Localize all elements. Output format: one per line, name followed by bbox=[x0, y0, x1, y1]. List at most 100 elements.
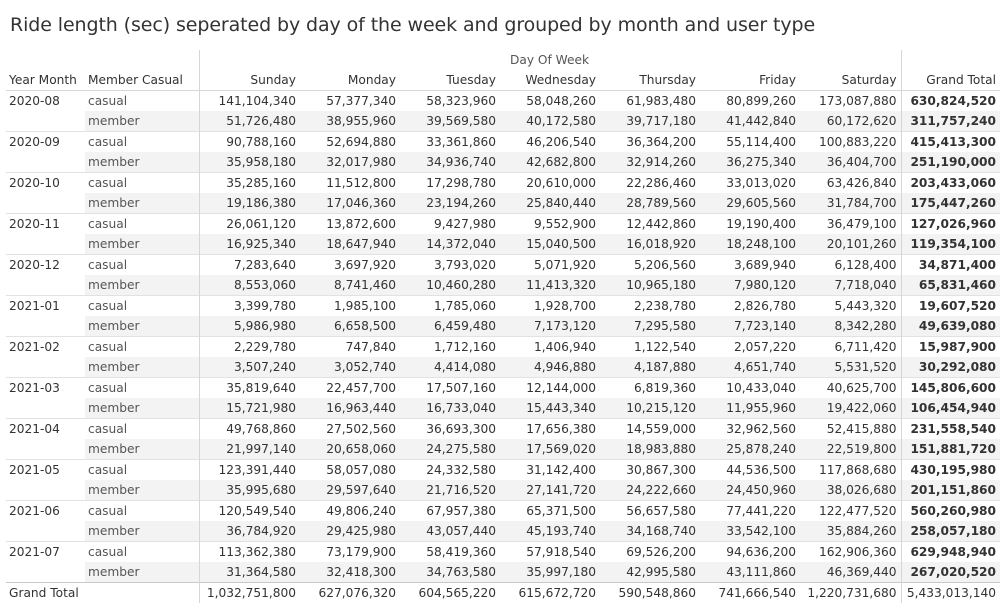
year-month-label bbox=[6, 562, 85, 583]
value-cell: 65,371,500 bbox=[500, 501, 600, 522]
member-type-label: member bbox=[85, 398, 199, 419]
value-cell: 4,414,080 bbox=[400, 357, 500, 378]
row-total-cell: 49,639,080 bbox=[901, 316, 1000, 337]
member-type-label: member bbox=[85, 521, 199, 542]
value-cell: 73,179,900 bbox=[300, 542, 400, 563]
column-header: Saturday bbox=[800, 70, 901, 91]
row-total-cell: 65,831,460 bbox=[901, 275, 1000, 296]
value-cell: 57,377,340 bbox=[300, 91, 400, 112]
value-cell: 1,712,160 bbox=[400, 337, 500, 358]
value-cell: 35,285,160 bbox=[199, 173, 300, 194]
member-type-label: casual bbox=[85, 419, 199, 440]
value-cell: 35,884,260 bbox=[800, 521, 901, 542]
value-cell: 5,443,320 bbox=[800, 296, 901, 317]
member-type-label: member bbox=[85, 562, 199, 583]
value-cell: 61,983,480 bbox=[600, 91, 700, 112]
grand-total-label: Grand Total bbox=[6, 583, 199, 603]
value-cell: 6,711,420 bbox=[800, 337, 901, 358]
value-cell: 34,168,740 bbox=[600, 521, 700, 542]
member-type-label: member bbox=[85, 193, 199, 214]
value-cell: 45,193,740 bbox=[500, 521, 600, 542]
value-cell: 31,784,700 bbox=[800, 193, 901, 214]
value-cell: 42,682,800 bbox=[500, 152, 600, 173]
year-month-label: 2020-12 bbox=[6, 255, 85, 276]
value-cell: 5,531,520 bbox=[800, 357, 901, 378]
row-total-cell: 201,151,860 bbox=[901, 480, 1000, 501]
value-cell: 1,985,100 bbox=[300, 296, 400, 317]
value-cell: 36,275,340 bbox=[700, 152, 800, 173]
value-cell: 23,194,260 bbox=[400, 193, 500, 214]
value-cell: 49,768,860 bbox=[199, 419, 300, 440]
value-cell: 14,559,000 bbox=[600, 419, 700, 440]
chart-title: Ride length (sec) seperated by day of th… bbox=[10, 14, 815, 36]
member-type-label: casual bbox=[85, 173, 199, 194]
value-cell: 32,017,980 bbox=[300, 152, 400, 173]
value-cell: 58,048,260 bbox=[500, 91, 600, 112]
value-cell: 7,980,120 bbox=[700, 275, 800, 296]
crosstab: Day Of Week Year Month Member Casual Sun… bbox=[6, 50, 1000, 603]
value-cell: 15,443,340 bbox=[500, 398, 600, 419]
corner-blank bbox=[901, 50, 1000, 70]
year-month-label: 2021-04 bbox=[6, 419, 85, 440]
grand-total-cell: 741,666,540 bbox=[700, 583, 800, 603]
member-type-label: member bbox=[85, 152, 199, 173]
grand-total-cell: 615,672,720 bbox=[500, 583, 600, 603]
value-cell: 10,433,040 bbox=[700, 378, 800, 399]
year-month-label bbox=[6, 316, 85, 337]
value-cell: 5,071,920 bbox=[500, 255, 600, 276]
value-cell: 36,404,700 bbox=[800, 152, 901, 173]
year-month-label bbox=[6, 193, 85, 214]
column-header: Tuesday bbox=[400, 70, 500, 91]
value-cell: 44,536,500 bbox=[700, 460, 800, 481]
value-cell: 24,450,960 bbox=[700, 480, 800, 501]
year-month-label: 2021-03 bbox=[6, 378, 85, 399]
grand-total-cell: 1,220,731,680 bbox=[800, 583, 901, 603]
value-cell: 10,965,180 bbox=[600, 275, 700, 296]
value-cell: 10,215,120 bbox=[600, 398, 700, 419]
year-month-label: 2021-07 bbox=[6, 542, 85, 563]
crosstab-table: Day Of Week Year Month Member Casual Sun… bbox=[6, 50, 1000, 603]
value-cell: 11,955,960 bbox=[700, 398, 800, 419]
row-header-member-casual: Member Casual bbox=[85, 70, 199, 91]
value-cell: 52,415,880 bbox=[800, 419, 901, 440]
value-cell: 8,342,280 bbox=[800, 316, 901, 337]
value-cell: 15,040,500 bbox=[500, 234, 600, 255]
value-cell: 24,222,660 bbox=[600, 480, 700, 501]
year-month-label: 2020-10 bbox=[6, 173, 85, 194]
row-total-cell: 34,871,400 bbox=[901, 255, 1000, 276]
value-cell: 2,229,780 bbox=[199, 337, 300, 358]
value-cell: 173,087,880 bbox=[800, 91, 901, 112]
value-cell: 3,507,240 bbox=[199, 357, 300, 378]
year-month-label: 2021-01 bbox=[6, 296, 85, 317]
value-cell: 15,721,980 bbox=[199, 398, 300, 419]
row-total-cell: 30,292,080 bbox=[901, 357, 1000, 378]
value-cell: 18,983,880 bbox=[600, 439, 700, 460]
row-total-cell: 145,806,600 bbox=[901, 378, 1000, 399]
value-cell: 12,144,000 bbox=[500, 378, 600, 399]
value-cell: 25,840,440 bbox=[500, 193, 600, 214]
value-cell: 29,597,640 bbox=[300, 480, 400, 501]
year-month-label bbox=[6, 111, 85, 132]
value-cell: 46,206,540 bbox=[500, 132, 600, 153]
member-type-label: casual bbox=[85, 337, 199, 358]
year-month-label bbox=[6, 152, 85, 173]
row-total-cell: 203,433,060 bbox=[901, 173, 1000, 194]
value-cell: 8,741,460 bbox=[300, 275, 400, 296]
value-cell: 17,507,160 bbox=[400, 378, 500, 399]
value-cell: 9,427,980 bbox=[400, 214, 500, 235]
value-cell: 94,636,200 bbox=[700, 542, 800, 563]
value-cell: 120,549,540 bbox=[199, 501, 300, 522]
value-cell: 17,046,360 bbox=[300, 193, 400, 214]
value-cell: 5,206,560 bbox=[600, 255, 700, 276]
grand-total-cell: 1,032,751,800 bbox=[199, 583, 300, 603]
value-cell: 58,323,960 bbox=[400, 91, 500, 112]
value-cell: 31,364,580 bbox=[199, 562, 300, 583]
